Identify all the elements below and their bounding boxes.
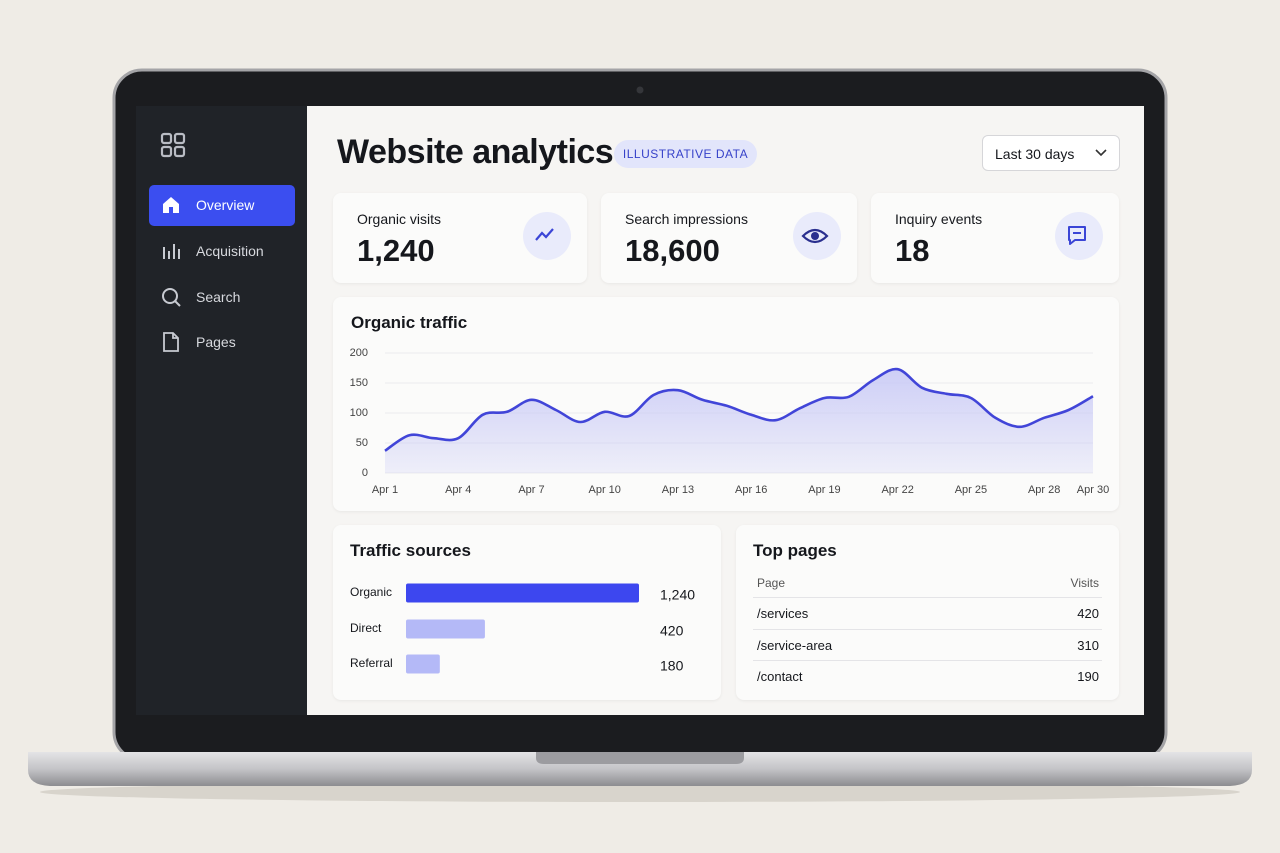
kpi-card: Organic visits 1,240 xyxy=(333,193,587,283)
chevron xyxy=(1095,149,1107,157)
column-header: Visits xyxy=(1070,576,1099,590)
nav-label: Overview xyxy=(196,197,255,213)
kpi-value: 18 xyxy=(895,233,930,268)
nav-label: Search xyxy=(196,289,241,305)
row-divider xyxy=(753,628,1102,630)
nav-item[interactable]: Overview xyxy=(149,185,295,226)
pages-card: Top pages Page Visits/services 420/service… xyxy=(736,525,1119,700)
kpi-icon xyxy=(1055,212,1103,260)
cell: /contact xyxy=(757,669,803,684)
nav-icon xyxy=(162,288,181,307)
kpi-value: 1,240 xyxy=(357,233,435,268)
range-dropdown[interactable]: Last 30 days xyxy=(982,135,1120,171)
sources-card: Traffic sources xyxy=(333,525,721,700)
kpi-icon xyxy=(523,212,571,260)
nav-icon xyxy=(163,332,179,352)
badge: ILLUSTRATIVE DATA xyxy=(614,140,757,168)
kpi-value: 18,600 xyxy=(625,233,720,268)
kpi-label: Search impressions xyxy=(625,211,748,227)
chart-title: Organic traffic xyxy=(351,313,468,332)
nav-icon xyxy=(163,244,180,259)
nav-label: Acquisition xyxy=(196,243,264,259)
kpi-label: Organic visits xyxy=(357,211,442,227)
chart-title: Traffic sources xyxy=(350,541,471,560)
nav-item[interactable]: Pages xyxy=(149,322,295,363)
cell: /services xyxy=(757,606,809,621)
kpi-card: Inquiry events 18 xyxy=(871,193,1119,283)
cell: 190 xyxy=(1077,669,1099,684)
table-title: Top pages xyxy=(753,541,837,560)
column-header: Page xyxy=(757,576,786,590)
page-title: Website analytics xyxy=(337,133,614,171)
range-label: Last 30 days xyxy=(995,146,1075,162)
traffic-card: Organic traffic xyxy=(333,297,1119,511)
kpi-label: Inquiry events xyxy=(895,211,983,227)
cell: 420 xyxy=(1077,606,1099,621)
kpi-icon xyxy=(793,212,841,260)
row-divider xyxy=(753,597,1102,598)
cell: 310 xyxy=(1077,637,1099,653)
nav-label: Pages xyxy=(196,334,236,350)
cell: /service-area xyxy=(757,637,833,653)
row-divider xyxy=(753,660,1102,661)
nav-icon xyxy=(163,197,179,213)
kpi-card: Search impressions 18,600 xyxy=(601,193,857,283)
nav-item[interactable]: Search xyxy=(149,277,295,318)
nav-item[interactable]: Acquisition xyxy=(149,231,295,272)
